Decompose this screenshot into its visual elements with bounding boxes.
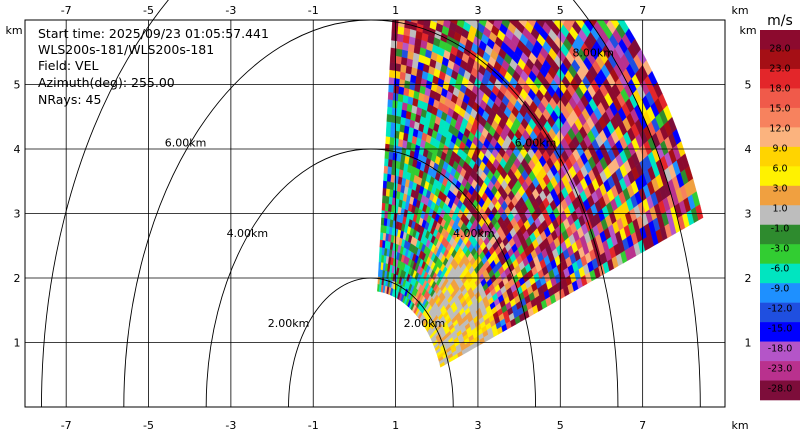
velocity-gate (395, 63, 401, 72)
velocity-gate (388, 99, 393, 107)
colorbar-unit-label: m/s (767, 13, 793, 29)
colorbar-tick-label: 1.0 (772, 204, 787, 215)
axis-unit-label: km (731, 419, 748, 432)
y-tick-label-right: 1 (745, 337, 752, 350)
velocity-gate (391, 40, 397, 48)
x-tick-label-top: -1 (308, 4, 319, 17)
x-tick-label-top: 7 (639, 4, 646, 17)
axis-unit-label: km (739, 24, 756, 37)
velocity-gate (401, 64, 407, 73)
y-tick-label-right: 5 (745, 79, 752, 92)
x-tick-label-bottom: -1 (308, 419, 319, 432)
velocity-gate (401, 57, 407, 66)
x-tick-label-top: -7 (61, 4, 72, 17)
velocity-gate (396, 56, 402, 64)
axis-unit-label: km (5, 24, 22, 37)
velocity-gate (391, 33, 397, 41)
velocity-gate (394, 78, 400, 86)
colorbar-tick-label: 12.0 (769, 124, 790, 135)
velocity-gate (389, 84, 395, 92)
velocity-gate (400, 72, 406, 81)
range-ring-label: 6.00km (165, 137, 207, 150)
velocity-gate (384, 173, 388, 181)
colorbar-tick-label: -6.0 (771, 264, 790, 275)
colorbar-tick-label: 6.0 (772, 164, 787, 175)
y-tick-label-left: 4 (14, 143, 21, 156)
velocity-gate (394, 85, 400, 93)
station-text: WLS200s-181/WLS200s-181 (38, 42, 214, 57)
colorbar-tick-label: 23.0 (769, 64, 790, 75)
x-tick-label-bottom: -7 (61, 419, 72, 432)
x-tick-label-bottom: 5 (557, 419, 564, 432)
colorbar-tick-label: -12.0 (768, 304, 793, 315)
velocity-gate (397, 41, 404, 50)
velocity-gate (399, 79, 405, 88)
velocity-gate (390, 137, 395, 145)
velocity-gate (386, 121, 391, 129)
colorbar-tick-label: -23.0 (768, 364, 793, 375)
x-tick-label-top: 1 (392, 4, 399, 17)
range-ring-label: 6.00km (515, 137, 557, 150)
y-tick-label-right: 4 (745, 143, 752, 156)
colorbar-tick-label: 3.0 (772, 184, 787, 195)
start-time-text: Start time: 2025/09/23 01:05:57.441 (38, 26, 269, 41)
x-tick-label-top: -5 (143, 4, 154, 17)
velocity-gate (397, 34, 404, 43)
velocity-gate (392, 25, 399, 33)
velocity-gate (387, 107, 392, 115)
colorbar-tick-label: -9.0 (771, 284, 790, 295)
colorbar-tick-label: 9.0 (772, 144, 787, 155)
velocity-gate (386, 136, 391, 144)
velocity-gate (389, 70, 395, 78)
y-tick-label-left: 5 (14, 79, 21, 92)
nrays-text: NRays: 45 (38, 92, 101, 107)
x-tick-label-bottom: 1 (392, 419, 399, 432)
velocity-gate (398, 26, 405, 35)
y-tick-label-right: 2 (745, 272, 752, 285)
velocity-gate (385, 151, 390, 159)
azimuth-text: Azimuth(deg): 255.00 (38, 75, 175, 90)
colorbar-tick-label: -15.0 (768, 324, 793, 335)
axis-unit-label: km (731, 4, 748, 17)
velocity-gate (389, 77, 395, 85)
velocity-gate (399, 86, 405, 95)
range-ring-label: 2.00km (404, 317, 446, 330)
velocity-gate (392, 107, 397, 115)
colorbar-tick-label: -18.0 (768, 344, 793, 355)
colorbar: m/s 28.0 23.0 18.0 15.0 12.0 9.0 6.0 3.0 1.0 -1.0… (760, 13, 800, 400)
x-tick-label-top: 3 (474, 4, 481, 17)
colorbar-tick-label: -3.0 (771, 244, 790, 255)
x-tick-label-bottom: -3 (225, 419, 236, 432)
velocity-gate (396, 48, 402, 57)
velocity-gate (390, 62, 396, 70)
colorbar-tick-label: -1.0 (771, 224, 790, 235)
colorbar-tick-label: 28.0 (769, 44, 790, 55)
velocity-gate (387, 114, 392, 122)
y-tick-label-right: 3 (745, 208, 752, 221)
velocity-gate (396, 116, 401, 124)
range-ring-label: 4.00km (453, 227, 495, 240)
range-ring-label: 8.00km (572, 46, 614, 59)
y-tick-label-left: 3 (14, 208, 21, 221)
velocity-gate (384, 166, 388, 174)
range-ring-label: 2.00km (268, 317, 310, 330)
range-ring-label: 4.00km (227, 227, 269, 240)
y-tick-label-left: 1 (14, 337, 21, 350)
y-tick-label-left: 2 (14, 272, 21, 285)
x-tick-label-top: -3 (225, 4, 236, 17)
x-tick-label-top: 5 (557, 4, 564, 17)
x-tick-label-bottom: 3 (474, 419, 481, 432)
velocity-gate (386, 129, 391, 137)
colorbar-tick-label: 15.0 (769, 104, 790, 115)
field-text: Field: VEL (38, 58, 98, 73)
colorbar-tick-label: 18.0 (769, 84, 790, 95)
velocity-gate (398, 94, 404, 103)
colorbar-tick-label: -28.0 (768, 384, 793, 395)
x-tick-label-bottom: 7 (639, 419, 646, 432)
velocity-gate (388, 92, 394, 100)
x-tick-label-bottom: -5 (143, 419, 154, 432)
